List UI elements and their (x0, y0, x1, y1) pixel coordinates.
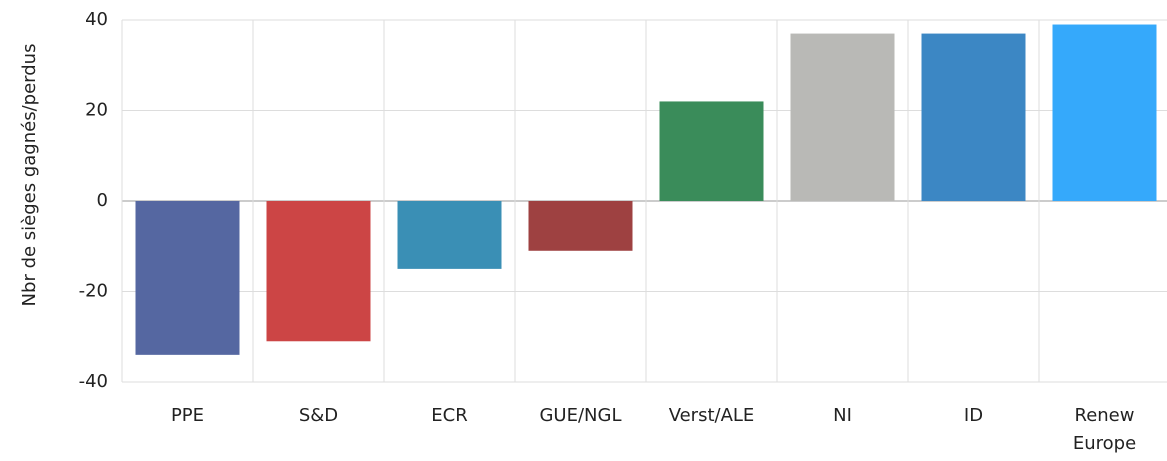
x-tick-label: PPE (170, 405, 205, 426)
bar (921, 33, 1026, 202)
bar (397, 201, 502, 269)
bar (659, 101, 764, 201)
x-tick-label: GUE/NGL (539, 405, 622, 426)
y-tick-label: -40 (79, 371, 108, 392)
y-tick-label: 0 (97, 190, 108, 211)
x-tick-label: ID (963, 405, 984, 426)
y-tick-label: 40 (85, 9, 108, 30)
x-tick-label: S&D (298, 405, 339, 426)
bar (1052, 24, 1157, 202)
y-tick-label: 20 (85, 100, 108, 121)
x-tick-label: NI (833, 405, 852, 426)
bar (135, 201, 240, 355)
y-axis-label: Nbr de sièges gagnés/perdus (19, 44, 40, 307)
x-tick-label: Verst/ALE (668, 405, 755, 426)
x-tick-label: Renew Europe (1072, 405, 1137, 454)
bar (266, 201, 371, 342)
x-tick-label: ECR (431, 405, 468, 426)
y-tick-label: -20 (79, 281, 108, 302)
bar (790, 33, 895, 202)
bar (528, 201, 633, 251)
